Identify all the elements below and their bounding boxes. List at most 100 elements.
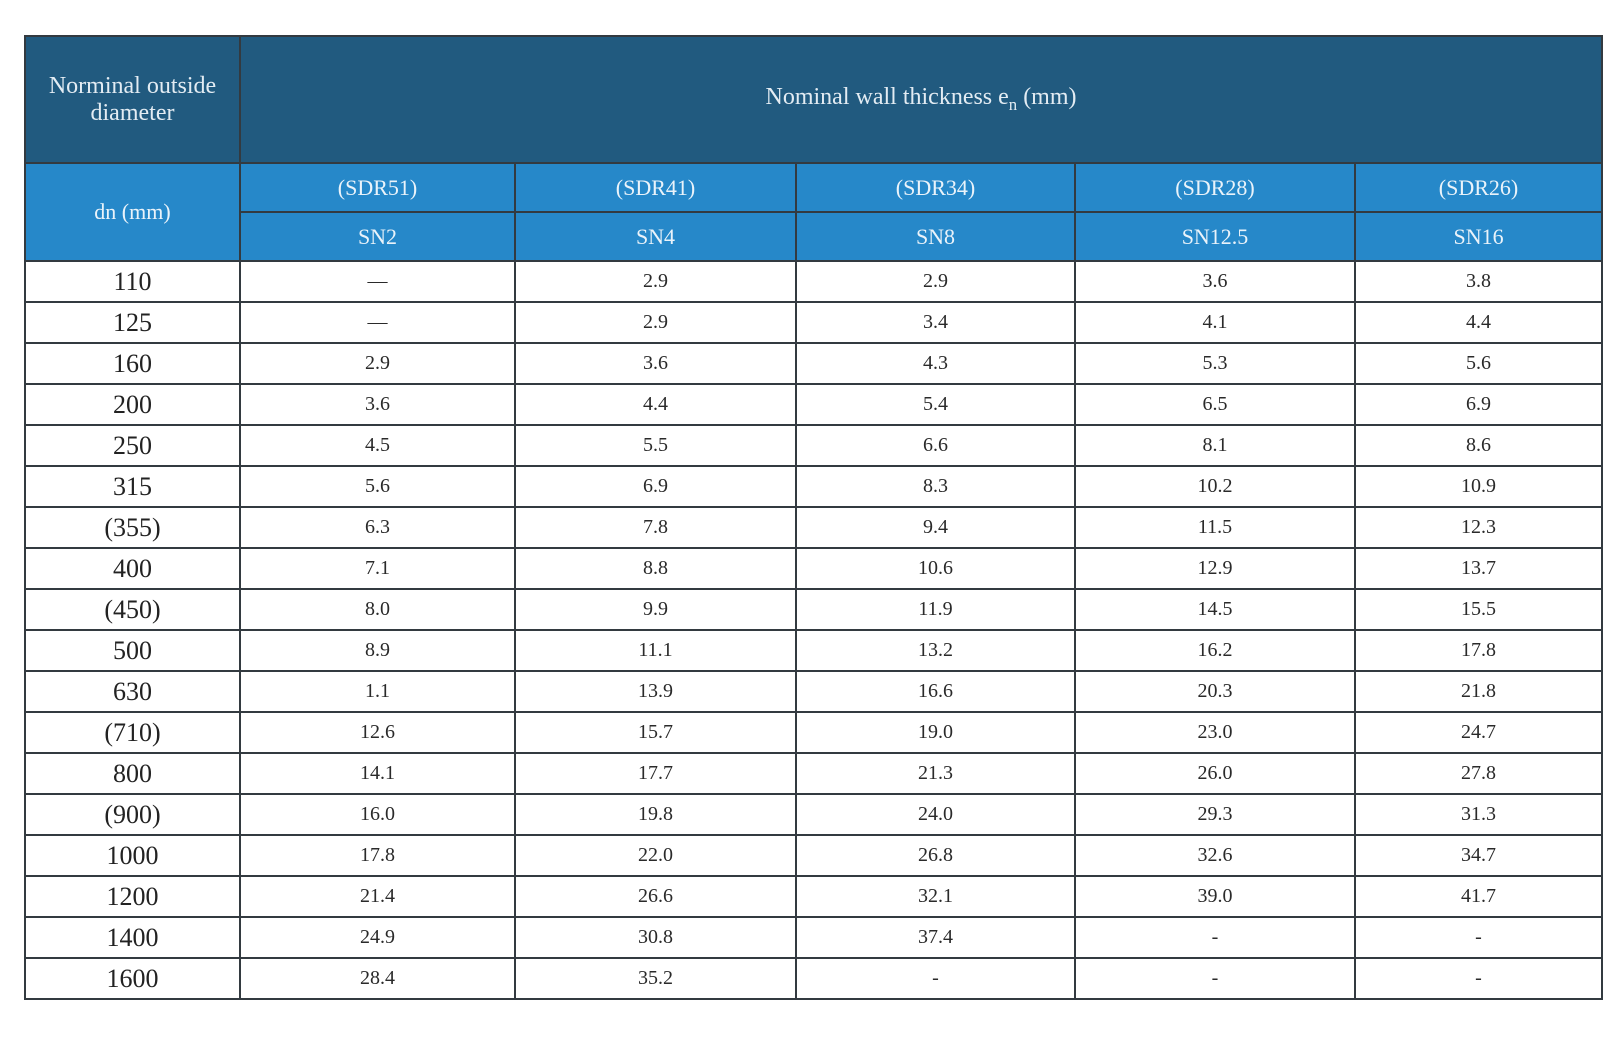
diameter-cell: 1000 bbox=[24, 834, 241, 877]
thickness-cell: 32.6 bbox=[1074, 834, 1356, 877]
thickness-cell: 6.9 bbox=[1353, 383, 1604, 426]
diameter-cell: 500 bbox=[24, 629, 241, 672]
sdr-header: (SDR28) bbox=[1074, 162, 1356, 213]
thickness-cell: 17.7 bbox=[514, 752, 797, 795]
thickness-cell: - bbox=[1353, 916, 1604, 959]
table-row: 250 4.5 5.5 6.6 8.1 8.6 bbox=[24, 424, 1604, 467]
thickness-title-subscript: n bbox=[1008, 95, 1018, 115]
thickness-cell: 4.1 bbox=[1074, 301, 1356, 344]
thickness-cell: - bbox=[795, 957, 1076, 1000]
table-row: 500 8.9 11.1 13.2 16.2 17.8 bbox=[24, 629, 1604, 672]
thickness-cell: 23.0 bbox=[1074, 711, 1356, 754]
diameter-cell: 200 bbox=[24, 383, 241, 426]
thickness-cell: 10.9 bbox=[1353, 465, 1604, 508]
diameter-cell: 110 bbox=[24, 260, 241, 303]
table-row: 315 5.6 6.9 8.3 10.2 10.9 bbox=[24, 465, 1604, 508]
thickness-cell: 1.1 bbox=[239, 670, 516, 713]
thickness-cell: 22.0 bbox=[514, 834, 797, 877]
diameter-cell: 1400 bbox=[24, 916, 241, 959]
table-row: (355) 6.3 7.8 9.4 11.5 12.3 bbox=[24, 506, 1604, 549]
thickness-cell: 41.7 bbox=[1353, 875, 1604, 918]
thickness-cell: 8.9 bbox=[239, 629, 516, 672]
diameter-cell: 1600 bbox=[24, 957, 241, 1000]
table-row: (450) 8.0 9.9 11.9 14.5 15.5 bbox=[24, 588, 1604, 631]
sdr-header: (SDR26) bbox=[1353, 162, 1604, 213]
diameter-cell: 1200 bbox=[24, 875, 241, 918]
thickness-cell: 4.3 bbox=[795, 342, 1076, 385]
thickness-cell: 21.3 bbox=[795, 752, 1076, 795]
thickness-cell: 26.0 bbox=[1074, 752, 1356, 795]
diameter-cell: (710) bbox=[24, 711, 241, 754]
sn-header: SN16 bbox=[1353, 211, 1604, 262]
thickness-cell: 12.9 bbox=[1074, 547, 1356, 590]
thickness-cell: 9.4 bbox=[795, 506, 1076, 549]
sdr-header: (SDR41) bbox=[514, 162, 797, 213]
thickness-cell: 21.4 bbox=[239, 875, 516, 918]
thickness-cell: 11.1 bbox=[514, 629, 797, 672]
diameter-cell: 160 bbox=[24, 342, 241, 385]
thickness-cell: 13.2 bbox=[795, 629, 1076, 672]
thickness-cell: 11.9 bbox=[795, 588, 1076, 631]
table-row: (710) 12.6 15.7 19.0 23.0 24.7 bbox=[24, 711, 1604, 754]
wall-thickness-table: Norminal outside diameter Nominal wall t… bbox=[24, 35, 1604, 1000]
diameter-cell: 400 bbox=[24, 547, 241, 590]
thickness-cell: 24.7 bbox=[1353, 711, 1604, 754]
diameter-cell: (900) bbox=[24, 793, 241, 836]
diameter-cell: 630 bbox=[24, 670, 241, 713]
thickness-cell: — bbox=[239, 260, 516, 303]
thickness-cell: 21.8 bbox=[1353, 670, 1604, 713]
thickness-cell: - bbox=[1353, 957, 1604, 1000]
table-row: 1400 24.9 30.8 37.4- - bbox=[24, 916, 1604, 959]
table-row: 1200 21.4 26.6 32.1 39.0 41.7 bbox=[24, 875, 1604, 918]
table-row: 400 7.1 8.8 10.6 12.9 13.7 bbox=[24, 547, 1604, 590]
thickness-cell: 6.9 bbox=[514, 465, 797, 508]
diameter-cell: (355) bbox=[24, 506, 241, 549]
thickness-cell: 2.9 bbox=[514, 260, 797, 303]
table-row: 630 1.1 13.9 16.6 20.3 21.8 bbox=[24, 670, 1604, 713]
thickness-cell: 4.5 bbox=[239, 424, 516, 467]
thickness-cell: 6.3 bbox=[239, 506, 516, 549]
header-row-title: Norminal outside diameter Nominal wall t… bbox=[24, 35, 1604, 164]
thickness-cell: 24.9 bbox=[239, 916, 516, 959]
thickness-cell: 8.1 bbox=[1074, 424, 1356, 467]
thickness-title-main: Nominal wall thickness e bbox=[765, 84, 1009, 111]
thickness-cell: 29.3 bbox=[1074, 793, 1356, 836]
thickness-cell: 5.6 bbox=[239, 465, 516, 508]
header-row-sdr: dn (mm) (SDR51) (SDR41) (SDR34) (SDR28) … bbox=[24, 162, 1604, 262]
table-row: 800 14.1 17.7 21.3 26.0 27.8 bbox=[24, 752, 1604, 795]
thickness-cell: 17.8 bbox=[239, 834, 516, 877]
thickness-header: Nominal wall thickness en (mm) bbox=[238, 35, 1604, 164]
thickness-cell: 2.9 bbox=[795, 260, 1076, 303]
thickness-cell: 5.5 bbox=[514, 424, 797, 467]
thickness-cell: 28.4 bbox=[239, 957, 516, 1000]
thickness-cell: 31.3 bbox=[1353, 793, 1604, 836]
thickness-cell: 3.6 bbox=[514, 342, 797, 385]
thickness-cell: 26.8 bbox=[795, 834, 1076, 877]
table-row: 200 3.6 4.4 5.4 6.5 6.9 bbox=[24, 383, 1604, 426]
thickness-cell: 3.6 bbox=[239, 383, 516, 426]
thickness-cell: 2.9 bbox=[514, 301, 797, 344]
thickness-cell: 16.0 bbox=[239, 793, 516, 836]
table-row: 1600 28.4 35.2- - - bbox=[24, 957, 1604, 1000]
thickness-cell: - bbox=[1074, 957, 1356, 1000]
thickness-cell: 3.6 bbox=[1074, 260, 1356, 303]
sn-header: SN12.5 bbox=[1074, 211, 1356, 262]
thickness-cell: 7.1 bbox=[239, 547, 516, 590]
thickness-cell: 4.4 bbox=[1353, 301, 1604, 344]
thickness-cell: 32.1 bbox=[795, 875, 1076, 918]
thickness-cell: 13.7 bbox=[1353, 547, 1604, 590]
thickness-cell: 4.4 bbox=[514, 383, 797, 426]
thickness-cell: 9.9 bbox=[514, 588, 797, 631]
table-row: (900) 16.0 19.8 24.0 29.3 31.3 bbox=[24, 793, 1604, 836]
table-row: 110—2.9 2.9 3.6 3.8 bbox=[24, 260, 1604, 303]
table-body: 110—2.9 2.9 3.6 3.8 125—2.9 3.4 4.1 4.4 160 2.9 3.… bbox=[24, 260, 1604, 1000]
diameter-header: Norminal outside diameter bbox=[24, 35, 241, 164]
thickness-title-unit: (mm) bbox=[1017, 84, 1077, 111]
thickness-cell: 5.4 bbox=[795, 383, 1076, 426]
table-row: 125—2.9 3.4 4.1 4.4 bbox=[24, 301, 1604, 344]
diameter-cell: 800 bbox=[24, 752, 241, 795]
sn-header: SN8 bbox=[795, 211, 1076, 262]
thickness-cell: 16.6 bbox=[795, 670, 1076, 713]
thickness-cell: 5.6 bbox=[1353, 342, 1604, 385]
thickness-cell: 14.5 bbox=[1074, 588, 1356, 631]
